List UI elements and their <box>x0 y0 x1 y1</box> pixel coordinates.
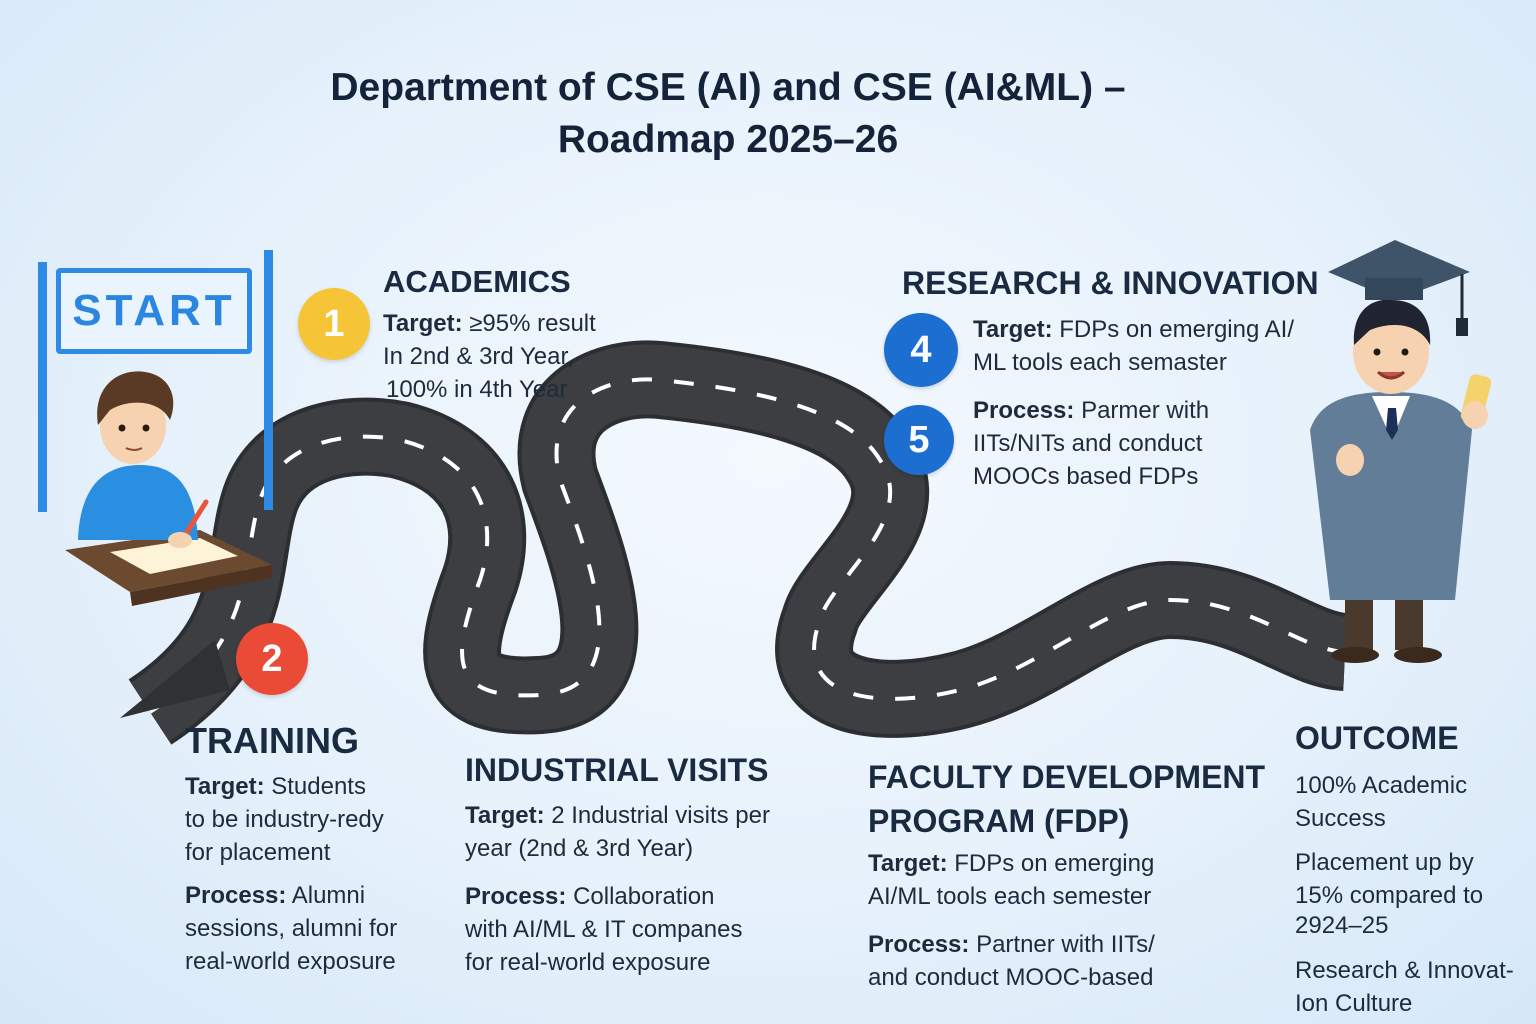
research-process-line-2: IITs/NITs and conduct <box>973 430 1203 457</box>
iv-target-line-1: 2 Industrial visits per <box>551 802 770 829</box>
fdp-text: Target: FDPs on emerging AI/ML tools eac… <box>868 847 1155 994</box>
graduate-figure <box>1310 240 1492 663</box>
badge-1: 1 <box>298 288 370 360</box>
page-title: Department of CSE (AI) and CSE (AI&ML) –… <box>0 62 1456 166</box>
academics-target-label: Target: <box>383 310 463 337</box>
iv-process-line-1: Collaboration <box>573 883 715 910</box>
badge-5: 5 <box>884 405 954 475</box>
outcome-line-6: Research & Innovat- <box>1295 957 1514 984</box>
research-text: Target: FDPs on emerging AI/ ML tools ea… <box>973 313 1294 493</box>
outcome-text: 100% Academic Success Placement up by 15… <box>1295 769 1514 1020</box>
industrial-visits-text: Target: 2 Industrial visits per year (2n… <box>465 799 770 979</box>
start-sign: START <box>56 268 252 354</box>
outcome-line-5: 2924–25 <box>1295 912 1389 939</box>
academics-target-line-1: ≥95% result <box>469 310 596 337</box>
road-start-wedge <box>120 640 230 718</box>
fdp-target-line-1: FDPs on emerging <box>954 850 1155 877</box>
training-text: Target: Students to be industry-redy for… <box>185 770 397 978</box>
research-process-line-1: Parmer with <box>1081 397 1210 424</box>
fdp-process-label: Process: <box>868 931 970 958</box>
research-target-line-2: ML tools each semaster <box>973 349 1227 376</box>
fdp-target-line-2: AI/ML tools each semester <box>868 883 1152 910</box>
iv-process-line-3: for real-world exposure <box>465 949 711 976</box>
graduate-face <box>1353 310 1429 394</box>
research-target-label: Target: <box>973 316 1053 343</box>
outcome-line-2: Success <box>1295 805 1386 832</box>
outcome-line-7: Ion Culture <box>1295 990 1413 1017</box>
training-target-line-3: for placement <box>185 839 331 866</box>
badge-4: 4 <box>884 313 958 387</box>
training-target-label: Target: <box>185 773 265 800</box>
outcome-line-1: 100% Academic <box>1295 772 1468 799</box>
training-heading: TRAINING <box>185 720 359 761</box>
fdp-process-line-1: Partner with IITs/ <box>976 931 1155 958</box>
badge-2: 2 <box>236 623 308 695</box>
fdp-heading: FACULTY DEVELOPMENT PROGRAM (FDP) <box>868 755 1265 843</box>
outcome-line-4: 15% compared to <box>1295 882 1484 909</box>
iv-process-label: Process: <box>465 883 567 910</box>
industrial-visits-heading: INDUSTRIAL VISITS <box>465 752 769 788</box>
training-target-line-2: to be industry-redy <box>185 806 384 833</box>
research-process-line-3: MOOCs based FDPs <box>973 463 1199 490</box>
iv-process-line-2: with AI/ML & IT companes <box>465 916 743 943</box>
student-figure <box>65 371 272 606</box>
training-process-line-1: Alumni <box>291 882 366 909</box>
desk-front <box>130 565 272 606</box>
graduate-gown <box>1310 392 1472 600</box>
academics-target-line-2: In 2nd & 3rd Year, <box>383 343 574 370</box>
training-process-line-2: sessions, alumni for <box>185 915 398 942</box>
outcome-line-3: Placement up by <box>1295 849 1474 876</box>
training-target-line-1: Students <box>271 773 366 800</box>
paper <box>110 538 238 574</box>
start-post-left <box>38 262 47 512</box>
academics-heading: ACADEMICS <box>383 264 571 299</box>
academics-target-line-3: 100% in 4th Year <box>386 376 568 403</box>
iv-target-line-2: year (2nd & 3rd Year) <box>465 835 694 862</box>
student-hair <box>97 371 174 425</box>
mortarboard <box>1328 240 1470 300</box>
training-process-line-3: real-world exposure <box>185 948 396 975</box>
title-line-1: Department of CSE (AI) and CSE (AI&ML) – <box>330 66 1126 109</box>
student-body <box>78 465 198 540</box>
title-line-2: Roadmap 2025–26 <box>557 118 899 161</box>
outcome-heading: OUTCOME <box>1295 720 1459 756</box>
research-process-label: Process: <box>973 397 1075 424</box>
research-target-line-1: FDPs on emerging AI/ <box>1059 316 1295 343</box>
fdp-heading-line-2: PROGRAM (FDP) <box>868 803 1130 839</box>
road-surface <box>130 344 1349 742</box>
research-heading: RESEARCH & INNOVATION <box>902 265 1319 301</box>
start-post-right <box>264 250 273 510</box>
iv-target-label: Target: <box>465 802 545 829</box>
training-process-label: Process: <box>185 882 287 909</box>
fdp-target-label: Target: <box>868 850 948 877</box>
student-face <box>100 388 166 464</box>
fdp-process-line-2: and conduct MOOC-based <box>868 964 1154 991</box>
fdp-heading-line-1: FACULTY DEVELOPMENT <box>868 759 1266 795</box>
academics-text: Target: ≥95% result In 2nd & 3rd Year, 1… <box>383 307 596 406</box>
